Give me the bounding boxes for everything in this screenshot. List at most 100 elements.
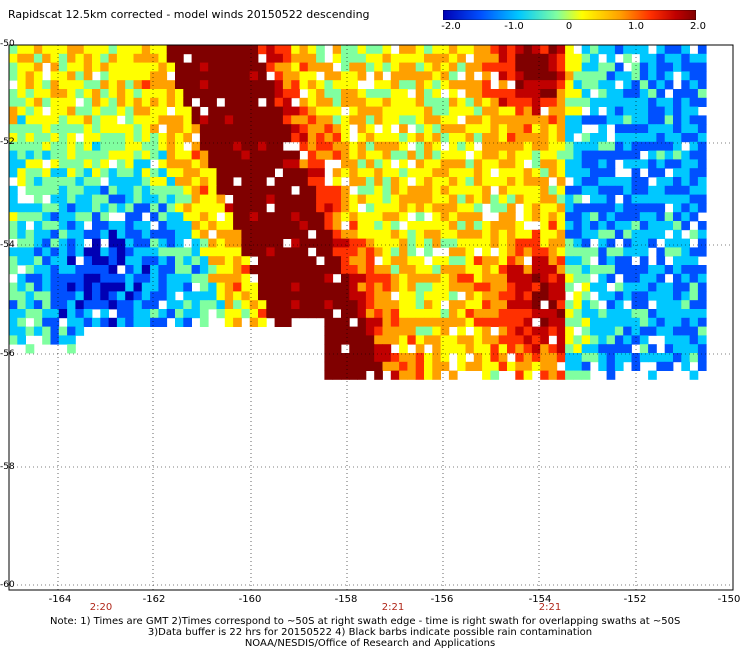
field-cell xyxy=(473,115,483,125)
field-cell xyxy=(515,256,524,266)
field-cell xyxy=(623,177,632,187)
field-cell xyxy=(75,238,85,248)
field-cell xyxy=(598,273,607,283)
field-cell xyxy=(473,106,483,116)
field-cell xyxy=(75,247,85,257)
field-cell xyxy=(125,238,134,248)
field-cell xyxy=(573,80,583,90)
field-cell xyxy=(448,317,458,327)
field-cell xyxy=(175,80,184,90)
field-cell xyxy=(216,247,226,257)
field-cell xyxy=(141,124,151,134)
field-cell xyxy=(150,317,159,327)
field-cell xyxy=(166,177,176,187)
field-cell xyxy=(548,309,558,319)
field-cell xyxy=(241,62,251,72)
field-cell xyxy=(100,194,109,204)
field-cell xyxy=(42,247,51,257)
field-cell xyxy=(473,221,483,231)
field-cell xyxy=(316,159,325,169)
field-cell xyxy=(614,185,624,195)
field-cell xyxy=(507,247,516,257)
field-cell xyxy=(689,282,699,292)
field-cell xyxy=(531,168,541,178)
field-cell xyxy=(623,185,632,195)
field-cell xyxy=(623,265,632,275)
field-cell xyxy=(548,291,558,301)
field-cell xyxy=(133,97,143,107)
field-cell xyxy=(341,265,350,275)
field-cell xyxy=(656,62,666,72)
field-cell xyxy=(482,256,491,266)
field-cell xyxy=(681,62,690,72)
field-cell xyxy=(183,309,192,319)
field-cell xyxy=(448,71,458,81)
field-cell xyxy=(349,194,358,204)
field-cell xyxy=(490,265,500,275)
field-cell xyxy=(150,53,159,63)
field-cell xyxy=(432,185,441,195)
field-cell xyxy=(274,150,284,160)
field-cell xyxy=(515,150,524,160)
field-cell xyxy=(258,168,267,178)
field-cell xyxy=(565,229,574,239)
field-cell xyxy=(382,133,392,143)
field-cell xyxy=(648,282,657,292)
field-cell xyxy=(116,45,126,55)
field-cell xyxy=(623,212,632,222)
field-cell xyxy=(175,265,184,275)
field-cell xyxy=(224,80,234,90)
field-cell xyxy=(58,89,68,99)
field-cell xyxy=(365,326,375,336)
field-cell xyxy=(374,141,383,151)
field-cell xyxy=(457,80,466,90)
field-cell xyxy=(548,62,558,72)
field-cell xyxy=(581,53,591,63)
field-cell xyxy=(407,370,417,380)
field-cell xyxy=(382,45,392,55)
field-cell xyxy=(341,124,350,134)
field-cell xyxy=(133,212,143,222)
field-cell xyxy=(374,335,383,345)
field-cell xyxy=(100,282,109,292)
field-cell xyxy=(407,185,417,195)
field-cell xyxy=(249,317,259,327)
field-cell xyxy=(183,168,192,178)
field-cell xyxy=(556,344,566,354)
field-cell xyxy=(540,247,549,257)
field-cell xyxy=(75,326,85,336)
field-cell xyxy=(656,89,666,99)
field-cell xyxy=(432,62,441,72)
field-cell xyxy=(498,212,508,222)
field-cell xyxy=(191,159,201,169)
field-cell xyxy=(664,282,674,292)
field-cell xyxy=(490,203,500,213)
lon-label: -156 xyxy=(430,594,454,605)
field-cell xyxy=(399,141,408,151)
field-cell xyxy=(490,177,500,187)
field-cell xyxy=(457,177,466,187)
field-cell xyxy=(365,344,375,354)
field-cell xyxy=(158,185,168,195)
field-cell xyxy=(50,273,60,283)
field-cell xyxy=(606,150,616,160)
field-cell xyxy=(191,71,201,81)
field-cell xyxy=(424,115,433,125)
field-cell xyxy=(573,265,583,275)
field-cell xyxy=(224,168,234,178)
field-cell xyxy=(307,273,317,283)
field-cell xyxy=(523,124,533,134)
field-cell xyxy=(175,150,184,160)
field-cell xyxy=(191,106,201,116)
field-cell xyxy=(241,106,251,116)
field-cell xyxy=(374,353,383,363)
field-cell xyxy=(507,45,516,55)
field-cell xyxy=(565,265,574,275)
field-cell xyxy=(365,185,375,195)
field-cell xyxy=(116,247,126,257)
field-cell xyxy=(390,273,400,283)
field-cell xyxy=(556,133,566,143)
field-cell xyxy=(697,344,707,354)
field-cell xyxy=(67,53,76,63)
field-cell xyxy=(241,71,251,81)
